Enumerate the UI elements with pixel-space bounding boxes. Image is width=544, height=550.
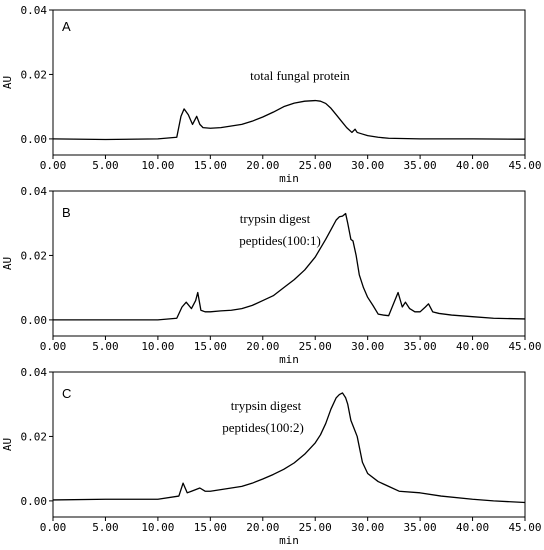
panel-b-annotation-line: peptides(100:1) — [239, 233, 321, 248]
panel-c-x-tick-label: 15.00 — [194, 521, 227, 534]
panel-a-y-tick-label: 0.00 — [21, 133, 48, 146]
panel-c-y-tick-label: 0.00 — [21, 495, 48, 508]
panel-a-x-tick-label: 25.00 — [299, 159, 332, 172]
panel-b-x-tick-label: 35.00 — [404, 340, 437, 353]
panel-b-x-tick-label: 40.00 — [456, 340, 489, 353]
panel-b-y-axis-title: AU — [1, 257, 14, 270]
panel-b-chromatogram-trace — [53, 212, 526, 321]
panel-c-x-tick-label: 0.00 — [40, 521, 67, 534]
panel-a-x-tick-label: 15.00 — [194, 159, 227, 172]
panel-b-x-tick-label: 20.00 — [246, 340, 279, 353]
panel-b-y-tick-label: 0.00 — [21, 314, 48, 327]
panel-b-x-tick-label: 45.00 — [508, 340, 541, 353]
panel-b-x-tick-label: 25.00 — [299, 340, 332, 353]
panel-c-x-tick-label: 5.00 — [92, 521, 119, 534]
panel-a-y-tick-label: 0.02 — [21, 68, 48, 81]
panel-c-y-tick-label: 0.04 — [21, 366, 48, 379]
panel-b-x-tick-label: 10.00 — [141, 340, 174, 353]
panel-a-x-tick-label: 40.00 — [456, 159, 489, 172]
panel-c-x-axis-title: min — [279, 534, 299, 547]
panel-c-x-tick-label: 45.00 — [508, 521, 541, 534]
panel-a-y-tick-label: 0.04 — [21, 4, 48, 17]
panel-a-x-tick-label: 10.00 — [141, 159, 174, 172]
panel-a-x-tick-label: 0.00 — [40, 159, 67, 172]
panel-a-y-axis-title: AU — [1, 76, 14, 89]
panel-b-x-tick-label: 0.00 — [40, 340, 67, 353]
panel-b-plot-frame — [52, 190, 526, 337]
panel-c-x-tick-label: 10.00 — [141, 521, 174, 534]
panel-a-x-tick-label: 45.00 — [508, 159, 541, 172]
panel-c-x-tick-label: 30.00 — [351, 521, 384, 534]
panel-b-x-tick-label: 30.00 — [351, 340, 384, 353]
panel-b-y-tick-label: 0.04 — [21, 185, 48, 198]
panel-c-x-tick-label: 35.00 — [404, 521, 437, 534]
panel-c-annotation-line: trypsin digest — [231, 398, 302, 413]
panel-c-y-axis-title: AU — [1, 438, 14, 451]
panel-c-plot-frame — [52, 371, 526, 518]
panel-b-y-tick-label: 0.02 — [21, 249, 48, 262]
panel-b-annotation-line: trypsin digest — [240, 211, 311, 226]
panel-a-annotation-line: total fungal protein — [250, 68, 350, 83]
panel-c-label: C — [62, 386, 71, 401]
panel-c-y-tick-label: 0.02 — [21, 430, 48, 443]
panel-c-chromatogram-trace — [52, 392, 526, 504]
panel-c-x-tick-label: 20.00 — [246, 521, 279, 534]
panel-a-chromatogram-trace — [52, 99, 526, 141]
panel-a-x-tick-label: 5.00 — [92, 159, 119, 172]
panel-b-x-axis-title: min — [279, 353, 299, 366]
panel-a-x-axis-title: min — [279, 172, 299, 185]
panel-b-x-tick-label: 5.00 — [92, 340, 119, 353]
panel-a-label: A — [62, 19, 71, 34]
panel-a-x-tick-label: 30.00 — [351, 159, 384, 172]
panel-b-x-tick-label: 15.00 — [194, 340, 227, 353]
panel-a-x-tick-label: 20.00 — [246, 159, 279, 172]
panel-c-x-tick-label: 25.00 — [299, 521, 332, 534]
panel-c-x-tick-label: 40.00 — [456, 521, 489, 534]
panel-b-label: B — [62, 205, 71, 220]
panel-c-annotation-line: peptides(100:2) — [222, 420, 304, 435]
panel-a-plot-frame — [52, 9, 526, 156]
panel-a-x-tick-label: 35.00 — [404, 159, 437, 172]
